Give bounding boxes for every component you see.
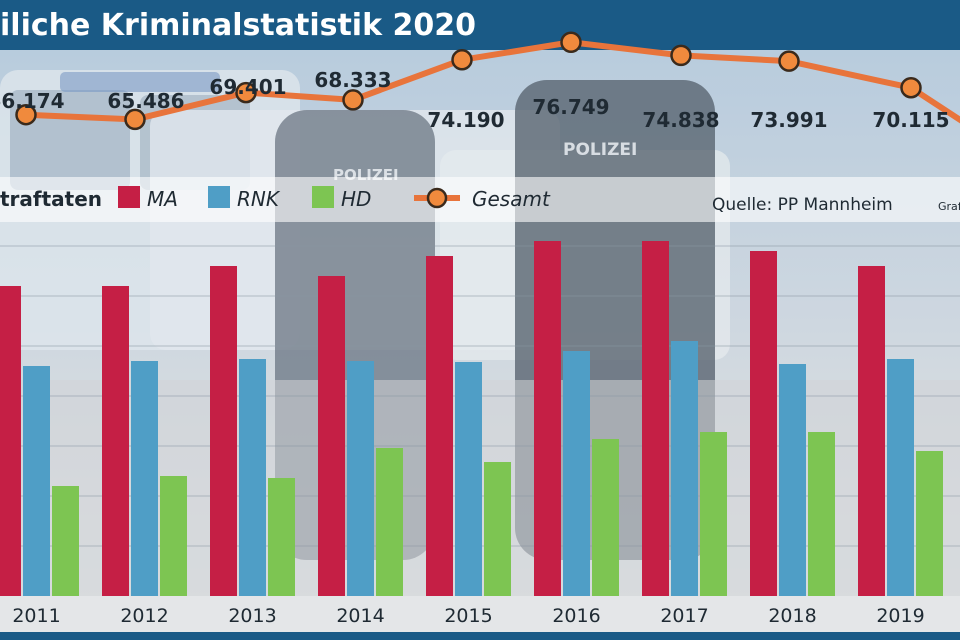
bar-rnk-2018 [779, 364, 806, 596]
gesamt-marker-2013 [235, 81, 257, 104]
bar-rnk-2013 [239, 359, 266, 596]
legend: traftaten MA RNK HD Gesamt Quelle: PP Ma… [0, 177, 960, 222]
x-tick-label: 2018 [768, 605, 816, 627]
x-tick-label: 2015 [444, 605, 492, 627]
gesamt-marker-2018 [778, 50, 800, 72]
bar-rnk-2015 [455, 362, 482, 596]
gesamt-value-label-2018: 73.991 [750, 108, 827, 132]
bar-ma-2011 [0, 286, 21, 596]
gesamt-value-label-2017: 74.838 [642, 108, 719, 132]
x-tick-label: 2016 [552, 605, 600, 627]
bar-hd-2019 [916, 451, 943, 596]
gesamt-line [23, 39, 960, 124]
bar-hd-2017 [700, 432, 727, 596]
bar-ma-2019 [858, 266, 885, 596]
legend-swatch-ma [118, 186, 140, 208]
gesamt-value-label-2013: 69.401 [209, 75, 286, 99]
gesamt-marker-2016 [560, 31, 582, 54]
bar-ma-2014 [318, 276, 345, 596]
bar-ma-2017 [642, 241, 669, 596]
bar-hd-2012 [160, 476, 187, 596]
x-tick-label: 2017 [660, 605, 708, 627]
source-note: Quelle: PP Mannheim [712, 195, 893, 215]
svg-text:POLIZEI: POLIZEI [563, 140, 637, 160]
bar-rnk-2016 [563, 351, 590, 596]
gesamt-marker-2015 [451, 49, 473, 71]
gesamt-marker-2017 [670, 44, 692, 67]
gesamt-marker-2014 [342, 89, 364, 111]
bottom-rule [0, 632, 960, 640]
x-tick-label: 2019 [876, 605, 924, 627]
bars [0, 241, 943, 596]
bar-hd-2015 [484, 462, 511, 596]
legend-label-hd: HD [341, 187, 371, 211]
legend-marker-gesamt [426, 187, 448, 209]
header-bar [0, 0, 960, 50]
bar-ma-2015 [426, 256, 453, 596]
bar-hd-2013 [268, 478, 295, 596]
gesamt-value-label-2016: 76.749 [532, 95, 609, 119]
legend-swatch-hd [312, 186, 334, 208]
bar-ma-2018 [750, 251, 777, 596]
gesamt-value-label-2015: 74.190 [427, 108, 504, 132]
gesamt-series: 66.174 65.486 69.401 68.333 74.190 76.749 74.8… [0, 31, 960, 132]
bar-hd-2011 [52, 486, 79, 596]
bar-ma-2012 [102, 286, 129, 596]
bar-ma-2013 [210, 266, 237, 596]
x-tick-label: 2014 [336, 605, 384, 627]
legend-label-ma: MA [147, 187, 178, 211]
bar-rnk-2011 [23, 366, 50, 596]
x-tick-label: 2013 [228, 605, 276, 627]
gesamt-value-label-2014: 68.333 [314, 68, 391, 92]
legend-label-rnk: RNK [237, 187, 281, 211]
x-tick-label: 2011 [12, 605, 60, 627]
x-tick-label: 2012 [120, 605, 168, 627]
bar-ma-2016 [534, 241, 561, 596]
legend-swatch-rnk [208, 186, 230, 208]
legend-label: traftaten [0, 187, 102, 211]
x-axis-labels: 2011201220132014201520162017201820192020 [12, 605, 924, 627]
graphic-credit: Graf [938, 200, 960, 213]
bar-rnk-2017 [671, 341, 698, 596]
bar-rnk-2012 [131, 361, 158, 596]
gesamt-marker-2011 [15, 103, 37, 126]
bar-rnk-2014 [347, 361, 374, 596]
gesamt-marker-2012 [124, 108, 146, 131]
gesamt-value-label-2012: 65.486 [107, 89, 184, 113]
bar-hd-2014 [376, 448, 403, 596]
gesamt-value-label-2011: 66.174 [0, 89, 65, 113]
gesamt-marker-2019 [900, 76, 922, 99]
bar-hd-2018 [808, 432, 835, 596]
chart-title: iliche Kriminalstatistik 2020 [0, 8, 476, 43]
bar-rnk-2019 [887, 359, 914, 596]
gesamt-value-label-2019: 70.115 [872, 108, 949, 132]
legend-label-gesamt: Gesamt [472, 187, 551, 211]
bar-hd-2016 [592, 439, 619, 596]
